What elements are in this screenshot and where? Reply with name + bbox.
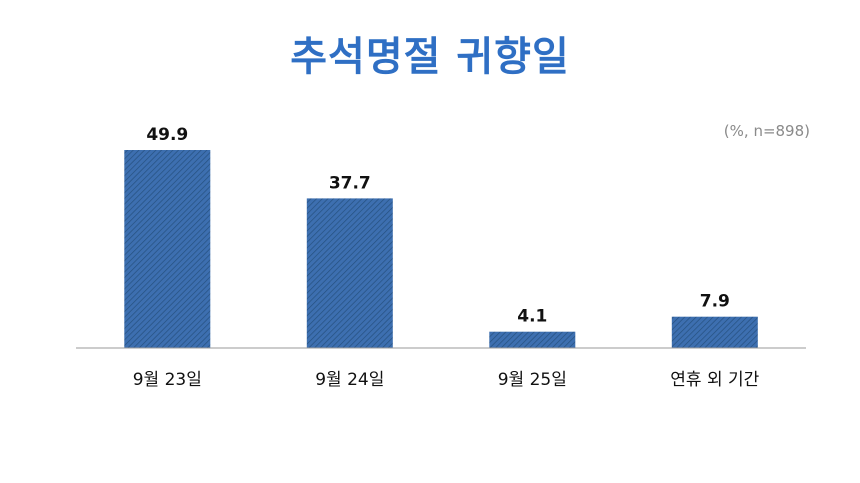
data-label-2: 37.7 (329, 173, 371, 193)
bar-1 (124, 150, 211, 348)
data-label-3: 4.1 (517, 307, 547, 327)
category-labels-group: 9월 23일 9월 24일 9월 25일 연휴 외 기간 (133, 370, 760, 390)
category-label-1: 9월 23일 (133, 370, 202, 390)
category-label-3: 9월 25일 (498, 370, 567, 390)
chart-note: (%, n=898) (723, 122, 810, 140)
bars-group (124, 150, 758, 348)
bar-2 (306, 198, 393, 348)
data-label-4: 7.9 (700, 292, 730, 312)
category-label-2: 9월 24일 (315, 370, 384, 390)
bar-3 (489, 331, 576, 348)
value-labels-group: 49.9 37.7 4.1 7.9 (146, 125, 730, 327)
category-label-4: 연휴 외 기간 (670, 370, 759, 390)
bar-4 (671, 316, 758, 348)
chart-title: 추석명절 귀향일 (290, 34, 570, 80)
data-label-1: 49.9 (146, 125, 188, 145)
